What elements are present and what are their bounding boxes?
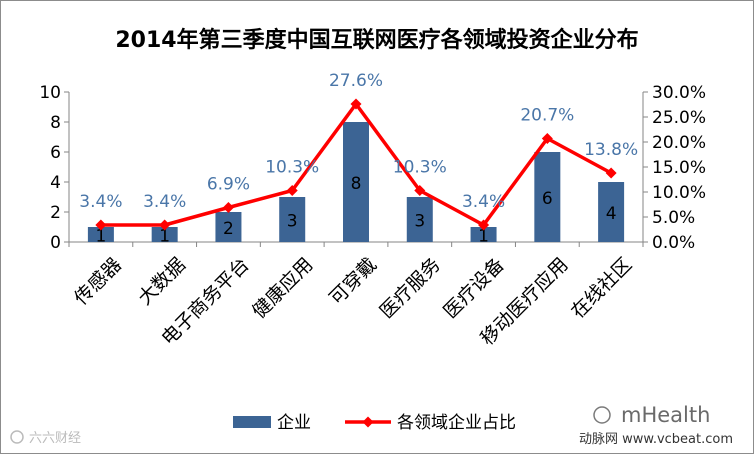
- percent-label: 3.4%: [79, 192, 122, 212]
- category-label: 医疗服务: [376, 254, 445, 323]
- left-tick-label: 6: [50, 143, 61, 163]
- percent-label: 20.7%: [520, 106, 574, 126]
- bar: [470, 227, 497, 242]
- right-tick-label: 5.0%: [652, 208, 695, 228]
- percent-label: 10.3%: [265, 158, 319, 178]
- right-tick-label: 20.0%: [652, 133, 706, 153]
- bar-value-label: 2: [223, 219, 234, 239]
- legend: 企业 各领域企业占比: [233, 413, 516, 433]
- left-tick-label: 0: [50, 233, 61, 253]
- category-label: 在线社区: [567, 254, 636, 323]
- percent-label: 3.4%: [462, 192, 505, 212]
- legend-label-bar: 企业: [277, 413, 311, 433]
- line-series: [95, 98, 617, 231]
- watermark-brand: mHealth: [621, 403, 710, 427]
- legend-marker: [362, 416, 374, 428]
- bar-value-label: 1: [478, 227, 489, 247]
- right-tick-label: 15.0%: [652, 158, 706, 178]
- category-label: 传感器: [70, 254, 126, 310]
- line-point: [605, 167, 617, 179]
- percent-labels: 3.4% 3.4% 6.9% 10.3% 27.6% 10.3% 3.4% 20.7% 13.8…: [79, 71, 638, 212]
- bar: [534, 152, 561, 242]
- right-tick-label: 25.0%: [652, 108, 706, 128]
- bar-labels: 1 1 2 3 8 3 1 6 4: [95, 174, 616, 247]
- percent-label: 3.4%: [143, 192, 186, 212]
- axes: 0 2 4 6 8 10 0.0% 5.0% 10.0% 15.0% 20.0% 25.0% 30.0%: [39, 83, 706, 253]
- line-point: [414, 185, 426, 196]
- bar: [406, 197, 433, 242]
- bar: [343, 122, 369, 242]
- category-label: 健康应用: [248, 254, 317, 323]
- legend-label-line: 各领域企业占比: [397, 413, 516, 433]
- left-tick-label: 10: [39, 83, 61, 103]
- line-point: [350, 98, 362, 110]
- percent-label: 13.8%: [584, 140, 638, 160]
- watermarks: 六六财经 mHealth 动脉网 www.vcbeat.com: [10, 403, 733, 447]
- legend-swatch-bar: [233, 416, 271, 428]
- left-tick-label: 4: [50, 173, 61, 193]
- bar-value-label: 3: [414, 212, 425, 232]
- category-label: 大数据: [134, 254, 190, 310]
- line-point: [222, 202, 234, 213]
- line-point: [286, 185, 298, 196]
- line-point: [159, 219, 171, 231]
- line-point: [541, 133, 553, 144]
- right-tick-label: 10.0%: [652, 183, 706, 203]
- bar: [87, 227, 114, 242]
- watermark-site: 动脉网 www.vcbeat.com: [579, 432, 733, 447]
- left-tick-label: 2: [50, 203, 61, 223]
- watermark-right: mHealth 动脉网 www.vcbeat.com: [579, 403, 733, 447]
- watermark-left: 六六财经: [10, 430, 81, 446]
- left-tick-label: 8: [50, 113, 61, 133]
- category-label: 可穿戴: [325, 254, 381, 310]
- bar-value-label: 6: [542, 189, 553, 209]
- watermark-left-text: 六六财经: [29, 431, 81, 446]
- bar: [151, 227, 178, 242]
- bar-value-label: 8: [351, 174, 362, 194]
- bar: [215, 212, 242, 242]
- chart-title: 2014年第三季度中国互联网医疗各领域投资企业分布: [115, 27, 638, 53]
- line-point: [95, 219, 107, 231]
- percent-label: 10.3%: [393, 158, 447, 178]
- bar-value-label: 3: [287, 212, 298, 232]
- bar-value-label: 1: [95, 227, 106, 247]
- bar-value-label: 1: [159, 227, 170, 247]
- bar: [598, 182, 625, 242]
- percent-label: 6.9%: [207, 175, 250, 195]
- bar: [279, 197, 306, 242]
- percent-label: 27.6%: [329, 71, 383, 91]
- bars: [87, 122, 625, 242]
- line-point: [478, 219, 490, 231]
- bar-value-label: 4: [606, 204, 617, 224]
- right-tick-label: 0.0%: [652, 233, 695, 253]
- right-tick-label: 30.0%: [652, 83, 706, 103]
